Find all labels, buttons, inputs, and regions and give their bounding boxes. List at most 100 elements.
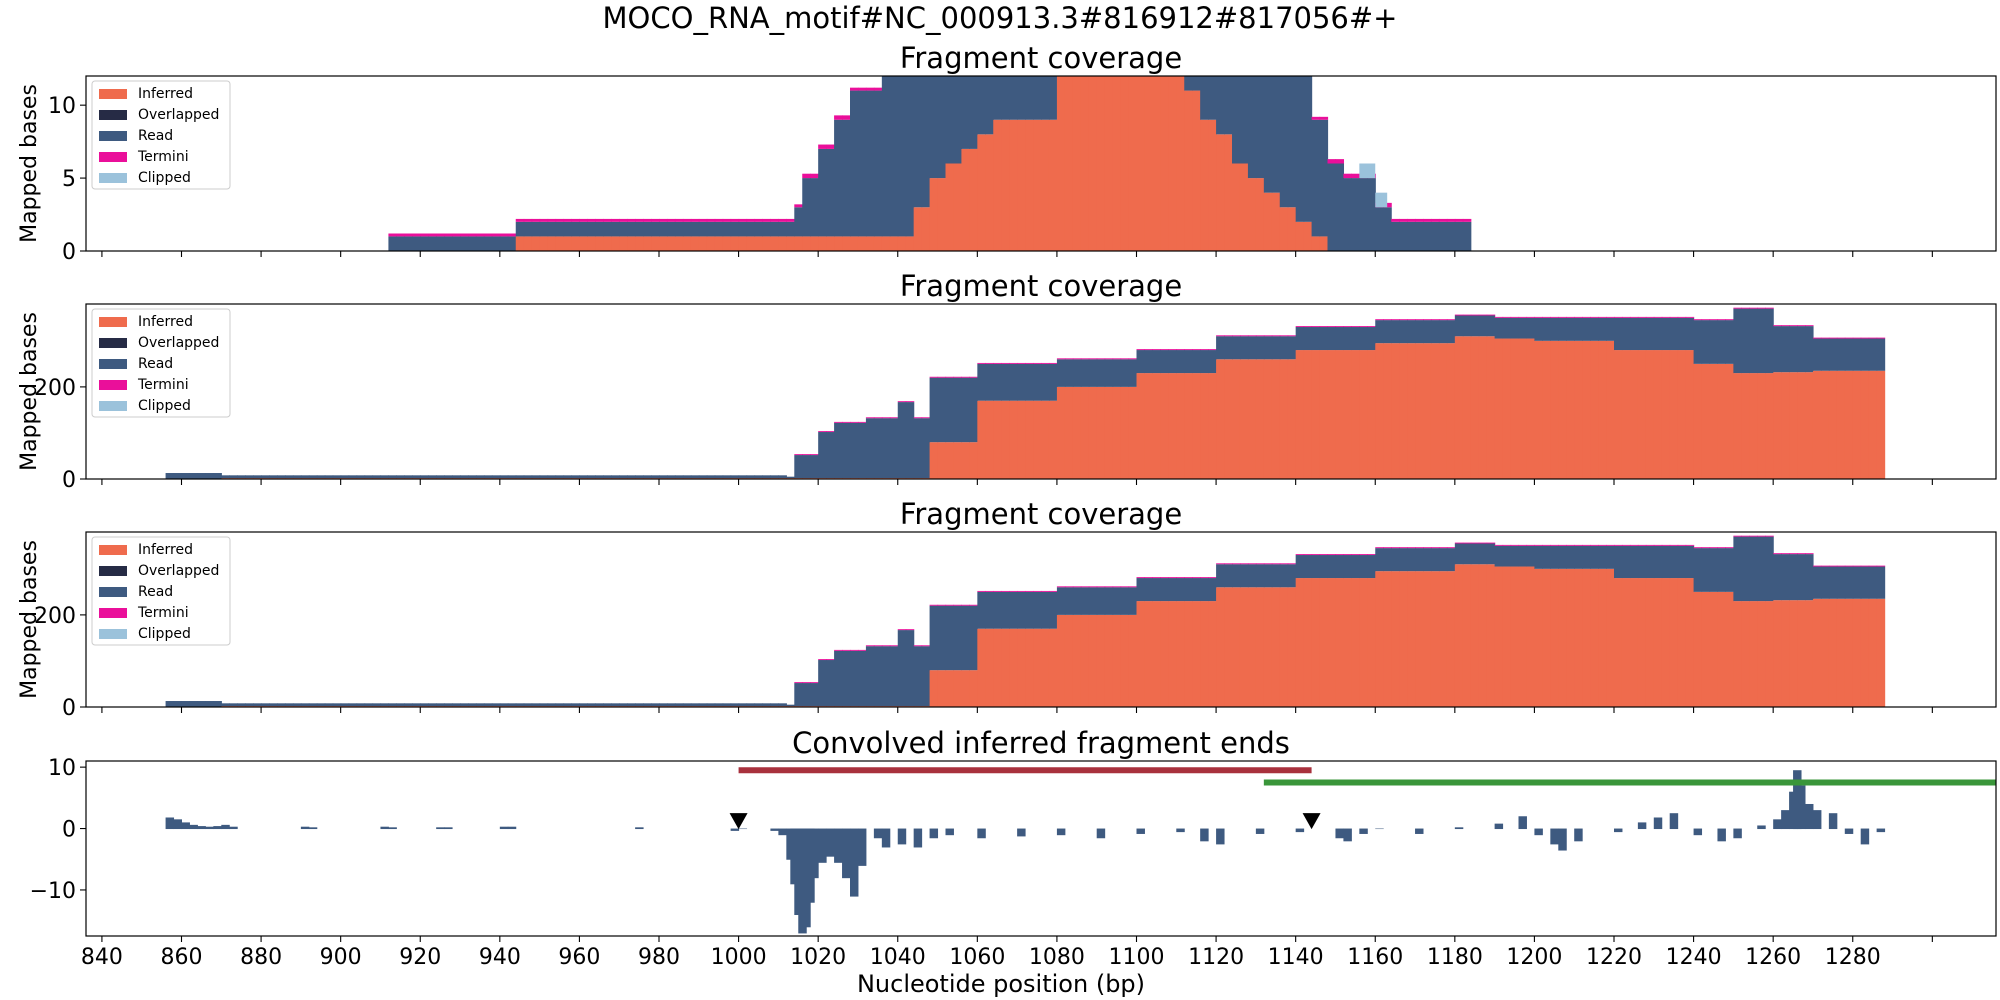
- termini-bar: [1812, 337, 1822, 339]
- read-bar: [1621, 317, 1631, 351]
- x-tick-label: 1080: [1029, 945, 1085, 970]
- inferred-bar: [1645, 350, 1655, 479]
- termini-bar: [1494, 316, 1504, 318]
- termini-bar: [1415, 218, 1424, 222]
- read-bar: [1852, 566, 1862, 599]
- read-bar: [1319, 119, 1329, 237]
- read-bar: [1279, 76, 1289, 208]
- read-bar: [1621, 545, 1631, 579]
- read-bar: [452, 236, 461, 251]
- conv-bar: [1637, 822, 1647, 830]
- inferred-bar: [1112, 76, 1122, 251]
- read-bar: [953, 377, 963, 443]
- read-bar: [587, 475, 596, 479]
- read-bar: [1128, 359, 1138, 387]
- inferred-bar: [1088, 76, 1098, 251]
- read-bar: [1820, 338, 1830, 371]
- inferred-bar: [1868, 370, 1878, 479]
- legend-label: Overlapped: [138, 107, 219, 123]
- termini-bar: [730, 218, 740, 222]
- termini-bar: [1295, 554, 1305, 556]
- inferred-bar: [945, 163, 955, 251]
- read-bar: [674, 703, 684, 707]
- read-bar: [571, 475, 581, 479]
- termini-bar: [1741, 307, 1750, 309]
- read-bar: [659, 221, 668, 237]
- inferred-bar: [1733, 373, 1742, 479]
- read-bar: [1271, 76, 1281, 193]
- conv-bar: [826, 828, 835, 857]
- read-bar: [396, 236, 405, 251]
- read-bar: [603, 703, 612, 707]
- read-bar: [921, 76, 931, 208]
- read-bar: [1574, 545, 1583, 569]
- termini-bar: [1669, 316, 1679, 318]
- termini-bar: [1144, 349, 1154, 351]
- termini-bar: [1534, 316, 1543, 318]
- read-bar: [1048, 76, 1058, 120]
- read-bar: [468, 703, 477, 707]
- termini-bar: [1287, 563, 1297, 565]
- read-bar: [277, 703, 286, 707]
- read-bar: [619, 475, 628, 479]
- read-bar: [1120, 587, 1130, 615]
- conv-bar: [1534, 828, 1543, 836]
- termini-bar: [1542, 544, 1551, 546]
- panel-title: Fragment coverage: [900, 269, 1182, 303]
- inferred-bar: [1025, 628, 1034, 707]
- read-bar: [746, 221, 756, 237]
- inferred-bar: [1685, 578, 1695, 707]
- read-bar: [412, 236, 421, 251]
- read-bar: [1096, 587, 1106, 615]
- inferred-bar: [1009, 628, 1018, 707]
- read-bar: [770, 475, 779, 479]
- read-bar: [666, 221, 676, 237]
- termini-bar: [1104, 586, 1114, 588]
- read-bar: [746, 475, 756, 479]
- read-bar: [1311, 119, 1321, 237]
- read-bar: [173, 701, 183, 707]
- inferred-bar: [810, 236, 819, 251]
- termini-bar: [1836, 565, 1846, 567]
- termini-bar: [1279, 563, 1289, 565]
- termini-bar: [1709, 319, 1719, 321]
- read-bar: [1224, 336, 1233, 360]
- conv-bar: [1415, 828, 1424, 834]
- termini-bar: [1423, 218, 1432, 222]
- read-bar: [897, 630, 907, 707]
- read-bar: [364, 475, 374, 479]
- termini-bar: [1383, 319, 1392, 321]
- termini-bar: [1614, 544, 1623, 546]
- termini-bar: [1606, 544, 1615, 546]
- inferred-bar: [1112, 386, 1122, 479]
- inferred-bar: [571, 236, 581, 251]
- read-bar: [826, 148, 835, 237]
- read-bar: [1391, 548, 1400, 572]
- figure-title: MOCO_RNA_motif#NC_000913.3#816912#817056…: [603, 1, 1398, 35]
- read-bar: [1781, 554, 1790, 601]
- inferred-bar: [802, 236, 811, 251]
- inferred-bar: [1717, 363, 1727, 479]
- termini-bar: [873, 645, 883, 647]
- inferred-bar: [1232, 163, 1241, 251]
- conv-bar: [189, 824, 198, 830]
- inferred-bar: [1160, 601, 1169, 707]
- inferred-bar: [1279, 587, 1289, 707]
- read-bar: [1208, 578, 1217, 602]
- read-bar: [810, 683, 819, 707]
- inferred-bar: [1844, 370, 1854, 479]
- inferred-bar: [1120, 614, 1130, 707]
- read-bar: [380, 703, 390, 707]
- read-bar: [356, 703, 366, 707]
- read-bar: [1168, 350, 1177, 374]
- termini-bar: [1048, 590, 1058, 592]
- read-bar: [460, 703, 469, 707]
- inferred-bar: [1192, 601, 1201, 707]
- termini-bar: [1017, 362, 1026, 364]
- termini-bar: [1454, 542, 1464, 544]
- termini-bar: [1407, 218, 1416, 222]
- termini-bar: [1383, 202, 1392, 208]
- read-bar: [1661, 545, 1671, 579]
- inferred-bar: [1216, 134, 1225, 251]
- read-bar: [253, 703, 262, 707]
